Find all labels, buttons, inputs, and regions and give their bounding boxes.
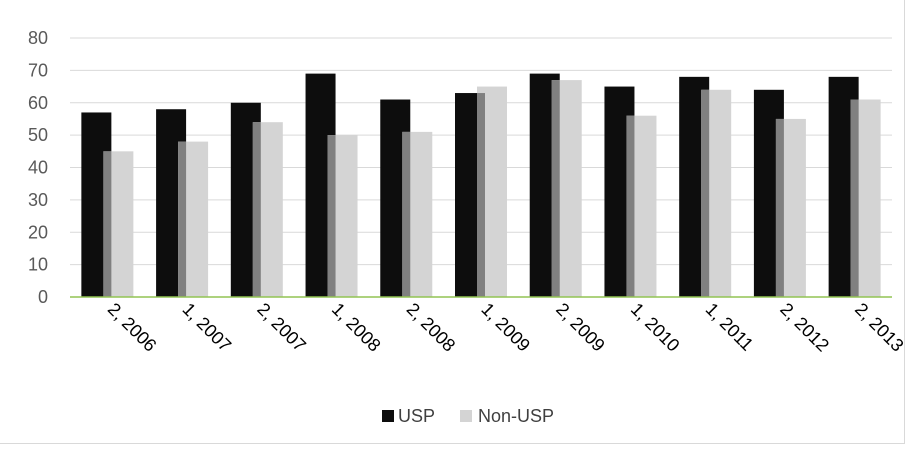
bar-overlap [477, 93, 485, 297]
chart-area: 0 10 20 30 40 50 60 70 80 2, 2006 1, 2007 2, 2007 1… [0, 0, 908, 444]
x-tick-label: 1, 2008 [328, 299, 385, 356]
x-tick-label: 2, 2012 [776, 299, 833, 356]
x-tick-label: 1, 2011 [702, 299, 758, 355]
y-axis-ticks: 0 10 20 30 40 50 60 70 80 [28, 28, 48, 307]
bar-overlap [775, 118, 784, 297]
y-tick-label: 80 [28, 28, 48, 48]
bar-overlap [252, 122, 261, 297]
bar-overlap [103, 151, 112, 297]
legend-swatch-usp [382, 410, 394, 422]
bar-overlap [327, 135, 336, 297]
y-tick-label: 0 [38, 287, 48, 307]
x-tick-label: 1, 2007 [179, 299, 236, 356]
x-axis-ticks: 2, 2006 1, 2007 2, 2007 1, 2008 2, 2008 1, 20… [104, 299, 908, 356]
bar-overlap [626, 115, 635, 297]
x-tick-label: 2, 2008 [403, 299, 460, 356]
bar-overlap [551, 80, 560, 298]
x-tick-label: 2, 2013 [851, 299, 908, 356]
y-tick-label: 70 [28, 60, 48, 80]
y-tick-label: 30 [28, 190, 48, 210]
legend-swatch-non-usp [460, 410, 472, 422]
y-tick-label: 10 [28, 255, 48, 275]
y-tick-label: 20 [28, 222, 48, 242]
x-tick-label: 1, 2009 [477, 299, 534, 356]
y-tick-label: 60 [28, 93, 48, 113]
legend-label-non-usp: Non-USP [478, 406, 554, 426]
legend: USP Non-USP [382, 406, 554, 426]
x-tick-label: 2, 2006 [104, 299, 161, 356]
bars [81, 73, 881, 298]
x-tick-label: 2, 2009 [552, 299, 609, 356]
bar-overlap [701, 89, 710, 297]
legend-label-usp: USP [398, 406, 435, 426]
x-tick-label: 2, 2007 [253, 299, 310, 356]
x-tick-label: 1, 2010 [627, 299, 684, 356]
bar-overlap [178, 141, 187, 297]
bar-overlap [402, 131, 411, 297]
bar-overlap [850, 99, 859, 297]
y-tick-label: 40 [28, 158, 48, 178]
y-tick-label: 50 [28, 125, 48, 145]
